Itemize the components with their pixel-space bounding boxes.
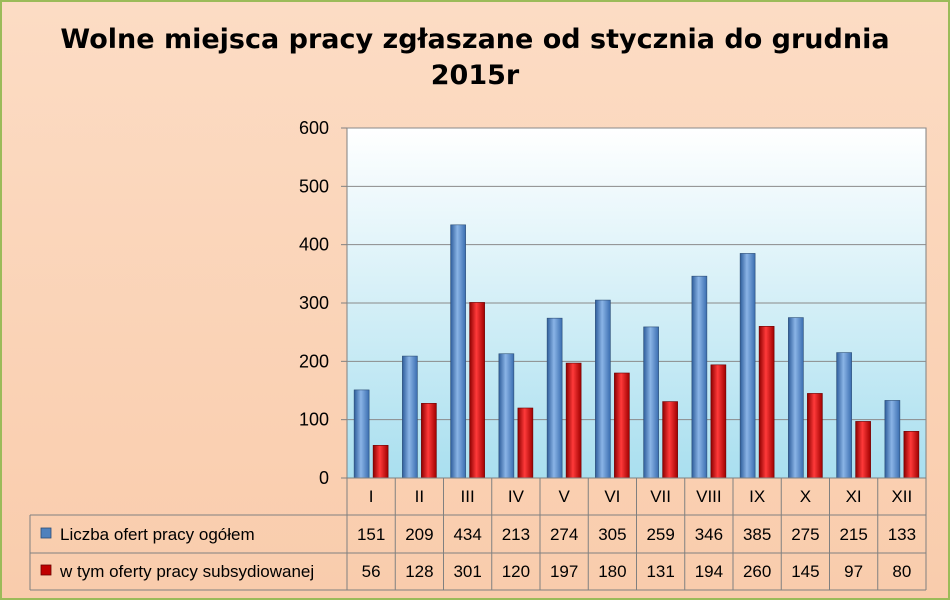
data-label-total: 346 [695,525,723,544]
data-label-total: 209 [405,525,433,544]
bar-total [402,355,418,479]
data-label-subsidized: 128 [405,562,433,581]
bar-total [450,224,466,479]
y-tick-label: 600 [299,118,329,138]
category-label: X [800,487,811,506]
category-label: VII [650,487,671,506]
y-tick-label: 300 [299,293,329,313]
data-label-subsidized: 120 [502,562,530,581]
data-label-subsidized: 260 [743,562,771,581]
bar-total [595,299,611,479]
bar-subsidized [421,403,437,479]
data-label-total: 274 [550,525,578,544]
y-tick-label: 500 [299,176,329,196]
data-label-total: 259 [646,525,674,544]
category-label: VI [604,487,620,506]
data-label-total: 215 [839,525,867,544]
data-label-subsidized: 97 [844,562,863,581]
bar-total [884,400,901,479]
bar-subsidized [710,364,727,479]
chart-title: Wolne miejsca pracy zgłaszane od styczni… [60,24,890,55]
data-label-total: 434 [453,525,481,544]
y-tick-label: 0 [319,468,329,488]
bar-total [546,317,563,479]
data-label-total: 151 [357,525,385,544]
category-label: III [461,487,475,506]
category-label: XI [846,487,862,506]
y-tick-label: 400 [299,235,329,255]
bar-subsidized [903,431,920,479]
category-label: IX [749,487,765,506]
bar-subsidized [758,326,775,479]
category-label: XII [891,487,912,506]
category-label: II [415,487,424,506]
data-label-subsidized: 80 [892,562,911,581]
bar-subsidized [807,393,823,479]
category-label: VIII [696,487,722,506]
legend-label-subsidized: w tym oferty pracy subsydiowanej [59,562,314,581]
bar-total [836,352,852,479]
data-label-total: 385 [743,525,771,544]
data-label-subsidized: 145 [791,562,819,581]
bar-total [643,326,659,479]
bar-total [788,317,804,479]
legend-label-total: Liczba ofert pracy ogółem [60,525,255,544]
bar-total [691,275,708,479]
bar-subsidized [517,407,534,479]
category-label: IV [508,487,525,506]
data-label-subsidized: 56 [362,562,381,581]
bar-subsidized [372,445,389,479]
bar-subsidized [855,421,871,479]
data-label-total: 133 [888,525,916,544]
category-label: V [558,487,570,506]
chart-subtitle: 2015r [430,60,520,91]
legend-key-total [40,527,52,539]
data-label-subsidized: 197 [550,562,578,581]
bar-total [498,353,515,479]
data-label-total: 213 [502,525,530,544]
y-tick-label: 200 [299,351,329,371]
bar-subsidized [614,372,630,479]
category-label: I [369,487,374,506]
y-tick-label: 100 [299,410,329,430]
bar-total [353,389,370,479]
data-label-subsidized: 301 [453,562,481,581]
data-label-subsidized: 194 [695,562,723,581]
bar-subsidized [469,302,485,479]
bar-subsidized [662,401,678,479]
data-label-subsidized: 131 [646,562,674,581]
data-label-total: 275 [791,525,819,544]
legend-key-subsidized [40,564,52,576]
data-label-subsidized: 180 [598,562,626,581]
bar-subsidized [565,362,582,479]
bar-total [739,253,756,479]
data-label-total: 305 [598,525,626,544]
